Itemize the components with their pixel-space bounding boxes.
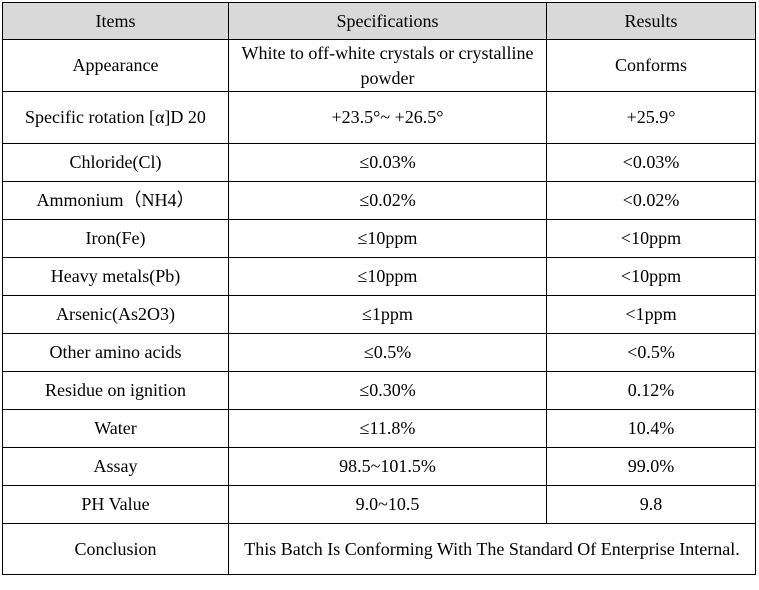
item-cell: Residue on ignition [2,371,229,410]
table-row: Heavy metals(Pb) ≤10ppm <10ppm [2,257,756,296]
spec-cell: ≤0.30% [228,371,547,410]
table-row: PH Value 9.0~10.5 9.8 [2,485,756,524]
spec-cell: ≤1ppm [228,295,547,334]
item-cell: Assay [2,447,229,486]
table-row: Water ≤11.8% 10.4% [2,409,756,448]
result-cell: <0.5% [546,333,756,372]
item-cell: Specific rotation [α]D 20 [2,91,229,144]
spec-cell: +23.5°~ +26.5° [228,91,547,144]
result-cell: <10ppm [546,257,756,296]
result-cell: +25.9° [546,91,756,144]
result-cell: 9.8 [546,485,756,524]
spec-cell: 98.5~101.5% [228,447,547,486]
spec-cell: ≤11.8% [228,409,547,448]
item-cell: Arsenic(As2O3) [2,295,229,334]
table-row: Appearance White to off-white crystals o… [2,39,756,92]
table-row: Arsenic(As2O3) ≤1ppm <1ppm [2,295,756,334]
table-row: Residue on ignition ≤0.30% 0.12% [2,371,756,410]
item-cell: Chloride(Cl) [2,143,229,182]
result-cell: <0.02% [546,181,756,220]
spec-cell: White to off-white crystals or crystalli… [228,39,547,92]
conclusion-row: Conclusion This Batch Is Conforming With… [2,523,756,575]
table-header: Items Specifications Results [2,2,756,40]
spec-cell: ≤0.5% [228,333,547,372]
item-cell: Ammonium（NH4） [2,181,229,220]
table-row: Chloride(Cl) ≤0.03% <0.03% [2,143,756,182]
result-cell: <10ppm [546,219,756,258]
spec-cell: ≤0.03% [228,143,547,182]
item-cell: Other amino acids [2,333,229,372]
header-results: Results [546,2,756,40]
result-cell: Conforms [546,39,756,92]
spec-cell: ≤0.02% [228,181,547,220]
result-cell: <1ppm [546,295,756,334]
conclusion-label: Conclusion [2,523,229,575]
table-row: Other amino acids ≤0.5% <0.5% [2,333,756,372]
result-cell: 99.0% [546,447,756,486]
result-cell: <0.03% [546,143,756,182]
table-row: Specific rotation [α]D 20 +23.5°~ +26.5°… [2,91,756,144]
table-row: Assay 98.5~101.5% 99.0% [2,447,756,486]
item-cell: Appearance [2,39,229,92]
item-cell: Heavy metals(Pb) [2,257,229,296]
table-body: Appearance White to off-white crystals o… [2,39,756,575]
item-cell: Iron(Fe) [2,219,229,258]
table-row: Ammonium（NH4） ≤0.02% <0.02% [2,181,756,220]
spec-cell: 9.0~10.5 [228,485,547,524]
spec-cell: ≤10ppm [228,219,547,258]
result-cell: 0.12% [546,371,756,410]
conclusion-text: This Batch Is Conforming With The Standa… [228,523,756,575]
item-cell: PH Value [2,485,229,524]
header-items: Items [2,2,229,40]
item-cell: Water [2,409,229,448]
header-specifications: Specifications [228,2,547,40]
header-row: Items Specifications Results [2,2,756,40]
specification-table: Items Specifications Results Appearance … [2,2,756,575]
table-row: Iron(Fe) ≤10ppm <10ppm [2,219,756,258]
result-cell: 10.4% [546,409,756,448]
spec-cell: ≤10ppm [228,257,547,296]
